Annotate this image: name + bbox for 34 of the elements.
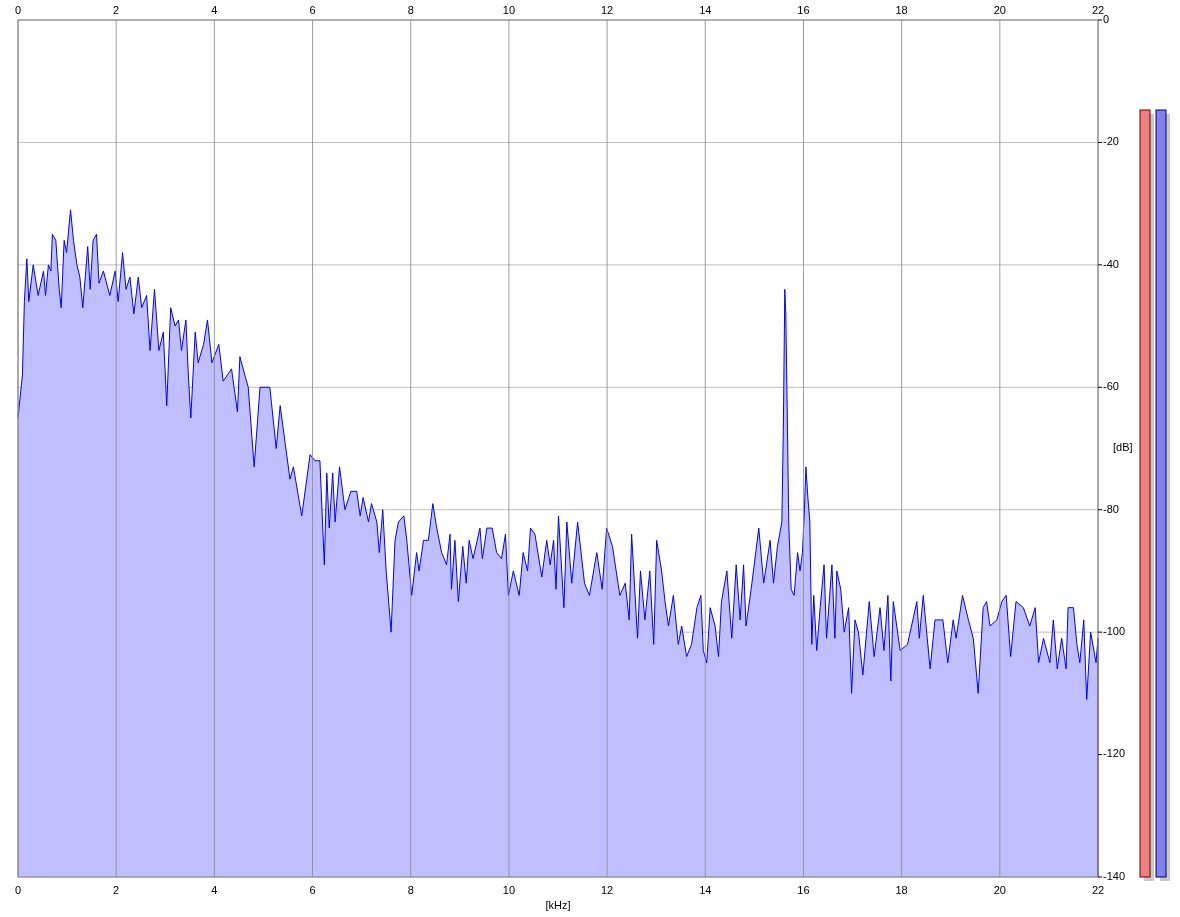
x2-tick-label: 22 [1091, 883, 1105, 896]
y-axis-title: [dB] [1113, 441, 1133, 454]
x2-tick-label: 0 [14, 883, 22, 896]
x-tick-label: 0 [14, 3, 22, 16]
y-tick-label: -40 [1103, 257, 1119, 270]
y-tick-label: 0 [1103, 12, 1110, 25]
y-tick-label: -80 [1103, 502, 1119, 515]
x-tick-label: 16 [797, 3, 810, 16]
y-tick-label: -140 [1103, 869, 1126, 882]
y-tick-label: -60 [1103, 380, 1119, 393]
x-tick-label: 22 [1091, 3, 1105, 16]
y-tick-label: -20 [1103, 135, 1119, 148]
x2-tick-label: 20 [993, 883, 1006, 896]
x-tick-label: 18 [895, 3, 908, 16]
x-tick-label: 8 [407, 3, 414, 16]
x2-tick-label: 10 [502, 883, 516, 896]
x2-tick-label: 2 [113, 883, 120, 896]
x2-tick-label: 8 [407, 883, 414, 896]
x2-tick-label: 18 [895, 883, 908, 896]
x2-tick-label: 16 [797, 883, 810, 896]
y-tick-label: -120 [1103, 747, 1126, 760]
x2-tick-label: 14 [699, 883, 712, 896]
x-axis-title: [kHz] [545, 898, 571, 911]
x-tick-label: 12 [600, 3, 614, 16]
x-tick-label: 20 [993, 3, 1006, 16]
x2-tick-label: 12 [600, 883, 614, 896]
x-tick-label: 2 [113, 3, 120, 16]
x2-tick-label: 6 [309, 883, 316, 896]
x-tick-label: 14 [699, 3, 712, 16]
x2-tick-label: 4 [211, 883, 218, 896]
x-tick-label: 4 [211, 3, 218, 16]
x-tick-label: 10 [502, 3, 516, 16]
x-tick-label: 6 [309, 3, 316, 16]
y-tick-label: -100 [1103, 625, 1126, 638]
